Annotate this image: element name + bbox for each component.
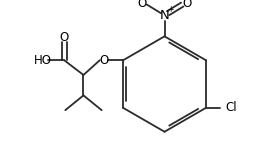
Text: HO: HO — [33, 54, 52, 67]
Text: O: O — [137, 0, 146, 10]
Text: +: + — [168, 5, 174, 14]
Text: O: O — [99, 54, 109, 67]
Text: O: O — [60, 31, 69, 44]
Text: O: O — [183, 0, 192, 10]
Text: N: N — [160, 9, 169, 22]
Text: Cl: Cl — [225, 101, 237, 114]
